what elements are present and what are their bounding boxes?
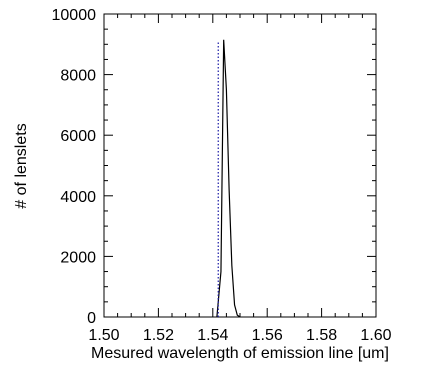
plot-frame xyxy=(103,13,377,318)
x-tick-label: 1.50 xyxy=(88,327,119,344)
y-tick-label: 10000 xyxy=(52,7,97,24)
histogram-line xyxy=(216,39,241,318)
y-tick-label: 8000 xyxy=(60,68,96,85)
x-tick-label: 1.54 xyxy=(197,327,228,344)
x-tick-label: 1.60 xyxy=(360,327,391,344)
x-axis-title: Mesured wavelength of emission line [um] xyxy=(91,345,389,362)
x-axis: 1.50 1.52 1.54 1.56 1.58 1.60 xyxy=(88,14,392,344)
y-axis-title: # of lenslets xyxy=(13,123,30,208)
y-tick-label: 0 xyxy=(87,310,96,327)
y-axis: 0 2000 4000 6000 8000 10000 xyxy=(52,7,376,327)
x-tick-label: 1.58 xyxy=(306,327,337,344)
y-tick-label: 6000 xyxy=(60,128,96,145)
series-layer xyxy=(216,39,241,318)
y-tick-label: 2000 xyxy=(60,249,96,266)
x-tick-label: 1.52 xyxy=(143,327,174,344)
x-tick-label: 1.56 xyxy=(252,327,283,344)
y-tick-label: 4000 xyxy=(60,189,96,206)
